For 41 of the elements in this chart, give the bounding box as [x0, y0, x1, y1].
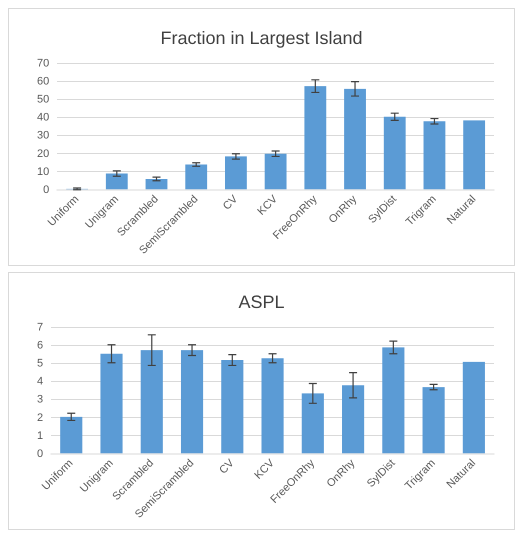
- y-tick-label: 0: [36, 448, 44, 460]
- bar: [100, 354, 123, 454]
- chart-title: Fraction in Largest Island: [160, 28, 363, 48]
- bar: [146, 178, 168, 190]
- y-tick-label: 2: [36, 412, 44, 424]
- x-tick-label: CV: [217, 456, 238, 477]
- bar: [180, 350, 204, 454]
- bar: [342, 385, 364, 454]
- y-tick-label: 20: [36, 148, 50, 160]
- y-tick-label: 7: [36, 322, 44, 334]
- y-tick-label: 60: [36, 76, 50, 88]
- y-tick-label: 70: [36, 58, 50, 70]
- bar: [304, 86, 326, 190]
- bar: [302, 393, 324, 454]
- bar: [185, 164, 208, 190]
- y-tick-label: 30: [36, 130, 50, 142]
- bar: [463, 120, 486, 190]
- y-tick-label: 10: [36, 166, 50, 178]
- bar: [264, 154, 287, 190]
- y-tick-label: 5: [36, 358, 44, 370]
- y-tick-label: 3: [36, 394, 44, 406]
- y-tick-label: 4: [36, 376, 44, 388]
- y-tick-label: 0: [43, 184, 50, 196]
- bar: [106, 174, 128, 190]
- bar: [384, 116, 406, 190]
- bar: [261, 358, 284, 454]
- bar: [422, 387, 445, 454]
- bar: [224, 156, 247, 190]
- y-tick-label: 6: [36, 340, 44, 352]
- bar: [424, 121, 446, 190]
- chart-title: ASPL: [238, 292, 285, 312]
- bar: [462, 362, 485, 454]
- x-tick-label: CV: [220, 192, 241, 213]
- bar: [382, 347, 404, 454]
- bar: [60, 416, 82, 454]
- y-tick-label: 1: [36, 430, 44, 442]
- bar: [344, 88, 366, 190]
- bar: [221, 360, 244, 454]
- y-tick-label: 40: [36, 112, 50, 124]
- y-tick-label: 50: [36, 94, 50, 106]
- bar: [140, 350, 163, 454]
